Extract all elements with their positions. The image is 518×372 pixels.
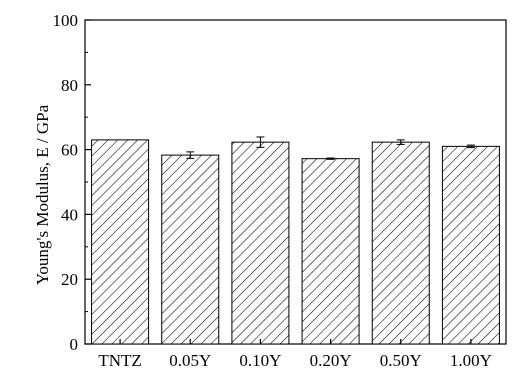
x-tick-label: 0.05Y <box>169 351 211 370</box>
bar <box>441 145 500 345</box>
y-tick-label: 0 <box>70 335 79 354</box>
bar <box>371 141 430 345</box>
y-tick-label: 20 <box>61 270 78 289</box>
x-tick-label: 0.20Y <box>310 351 352 370</box>
y-tick-label: 60 <box>61 141 78 160</box>
y-tick-label: 80 <box>61 76 78 95</box>
bar <box>301 158 360 345</box>
plot-area: 0 20 40 60 80 100 TNTZ 0.05Y 0.10Y 0.20Y 0.50Y 1.00… <box>53 11 507 370</box>
bar <box>161 154 220 345</box>
y-tick-label: 100 <box>53 11 79 30</box>
y-axis-title: Young's Modulus, E / GPa <box>33 104 52 285</box>
bar <box>91 139 150 345</box>
y-tick-label: 40 <box>61 205 78 224</box>
y-axis-title-group: Young's Modulus, E / GPa <box>33 104 52 285</box>
bar <box>231 141 290 345</box>
x-tick-label: 0.10Y <box>239 351 281 370</box>
x-tick-label: TNTZ <box>98 351 141 370</box>
x-tick-label: 0.50Y <box>380 351 422 370</box>
x-tick-label: 1.00Y <box>450 351 492 370</box>
